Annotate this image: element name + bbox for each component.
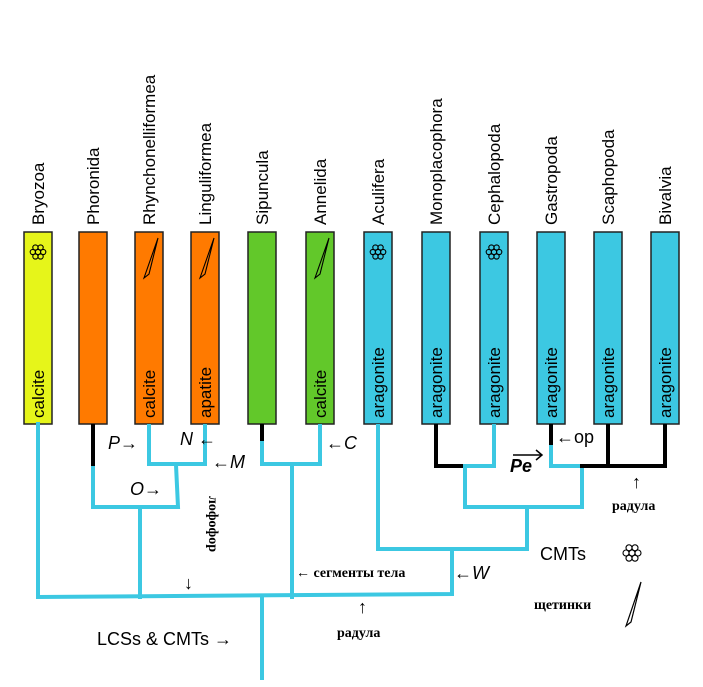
taxon-bryozoa: Bryozoa calcite	[23, 162, 53, 425]
cmt-flower-icon	[622, 544, 642, 562]
chaeta-icon	[142, 237, 159, 280]
mineral-label: calcite	[140, 370, 159, 418]
branch-gastropoda	[549, 445, 584, 468]
tree-branches	[36, 422, 667, 680]
mineral-label: calcite	[311, 370, 330, 418]
chaeta-icon	[198, 237, 215, 280]
cmt-flower-icon	[369, 244, 387, 260]
label-W: ←W	[454, 563, 491, 583]
taxon-aculifera: Aculifera aragonite	[363, 158, 393, 425]
taxon-rhynchonelliformea: Rhynchonelliformea calcite	[134, 74, 164, 425]
taxon-bar	[479, 231, 509, 425]
label-O: O→	[130, 479, 162, 499]
label-segments: ← сегменты тела	[296, 566, 405, 581]
label-lophophore: лофофор	[205, 496, 220, 552]
taxon-monoplacophora: Monoplacophora aragonite	[421, 98, 451, 425]
taxon-name: Linguliformea	[196, 122, 215, 225]
branch-monoplacophora-lost	[434, 424, 467, 468]
label-Pe: Pe	[510, 456, 532, 476]
chaeta-icon	[313, 237, 330, 280]
taxon-name: Monoplacophora	[427, 98, 446, 225]
cmt-flower-icon	[29, 244, 47, 260]
taxon-name: Bivalvia	[656, 166, 675, 225]
label-M: ←M	[212, 452, 245, 472]
mineral-label: aragonite	[369, 347, 388, 418]
taxon-bivalvia: Bivalvia aragonite	[650, 166, 680, 425]
lophophore-arrow: ↓	[184, 573, 193, 593]
radula-arrow-1: ↑	[358, 597, 367, 617]
mineral-label: aragonite	[599, 347, 618, 418]
label-op: ←op	[556, 427, 594, 447]
taxon-bar	[593, 231, 623, 425]
branch-phoronida	[91, 462, 181, 509]
taxon-name: Sipuncula	[253, 150, 272, 225]
mineral-label: aragonite	[427, 347, 446, 418]
branch-conchifera	[463, 464, 584, 509]
mineral-label: apatite	[196, 367, 215, 418]
taxon-name: Aculifera	[369, 158, 388, 225]
label-radula-2: радула	[612, 499, 655, 514]
taxon-name: Scaphopoda	[599, 129, 618, 225]
branch-brachiopoda	[147, 424, 207, 466]
taxon-name: Rhynchonelliformea	[140, 74, 159, 225]
taxon-bar	[23, 231, 53, 425]
cmt-flower-icon	[485, 244, 503, 260]
annotations: P→ N ← ←M O→ ←C ←op Pe ←W лофофор ↓ ← се…	[97, 427, 655, 649]
mineral-label: calcite	[29, 370, 48, 418]
taxon-gastropoda: Gastropoda aragonite	[536, 136, 566, 425]
taxon-bar	[78, 231, 108, 425]
taxon-name: Bryozoa	[29, 162, 48, 225]
label-P: P→	[108, 433, 138, 453]
branch-aculifera	[376, 424, 529, 551]
branch-cephalopoda	[463, 424, 496, 468]
mineral-label: aragonite	[542, 347, 561, 418]
taxon-bar	[536, 231, 566, 425]
label-radula-1: радула	[337, 626, 380, 641]
taxon-phoronida: Phoronida	[78, 147, 108, 425]
chaeta-icon	[624, 581, 642, 628]
taxon-name: Gastropoda	[542, 136, 561, 225]
mineral-label: aragonite	[485, 347, 504, 418]
taxon-bar	[247, 231, 277, 425]
branch-root-horizontal	[36, 422, 454, 600]
taxon-name: Phoronida	[84, 147, 103, 225]
taxon-name: Cephalopoda	[485, 123, 504, 225]
label-root: LCSs & CMTs →	[97, 629, 232, 649]
taxon-bar	[421, 231, 451, 425]
branch-sipuncula	[260, 424, 322, 466]
radula-arrow-2: ↑	[632, 472, 641, 492]
mineral-label: aragonite	[656, 347, 675, 418]
legend: CMTs щетинки	[534, 544, 642, 628]
taxon-name: Annelida	[311, 158, 330, 225]
pe-arrow-icon	[513, 449, 544, 461]
label-C: ←C	[326, 433, 358, 453]
taxon-cephalopoda: Cephalopoda aragonite	[479, 123, 509, 425]
taxon-annelida: Annelida calcite	[305, 158, 335, 425]
taxon-sipuncula: Sipuncula	[247, 150, 277, 425]
legend-chaetae: щетинки	[534, 598, 591, 613]
branch-scapho-bivalvia	[580, 424, 667, 468]
taxon-bar	[650, 231, 680, 425]
legend-cmts: CMTs	[540, 544, 586, 564]
label-N: N ←	[180, 429, 216, 449]
taxon-bar	[363, 231, 393, 425]
taxon-columns: Bryozoa calcite Phoronida Rhynchonelliforme…	[23, 74, 680, 425]
taxon-linguliformea: Linguliformea apatite	[190, 122, 220, 425]
taxon-scaphopoda: Scaphopoda aragonite	[593, 129, 623, 425]
